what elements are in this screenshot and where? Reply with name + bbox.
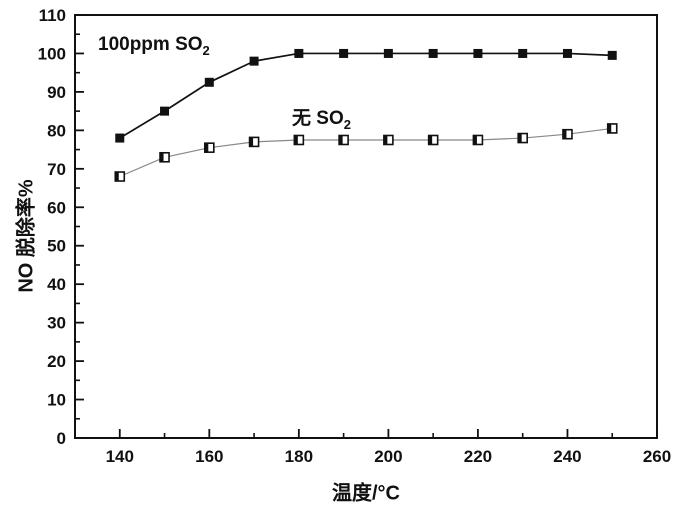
y-tick-label: 20 [47, 352, 66, 371]
series-marker-fill [204, 143, 209, 153]
series1-annotation: 100ppm SO2 [98, 34, 210, 58]
y-tick-label: 40 [47, 275, 66, 294]
plot-frame [74, 14, 658, 439]
x-tick-label: 260 [643, 447, 671, 466]
series-marker-fill [428, 135, 433, 145]
series-marker [294, 48, 304, 58]
series-marker [339, 48, 349, 58]
x-axis-title: 温度/°C [332, 482, 400, 505]
x-tick-label: 160 [195, 447, 223, 466]
y-tick-label: 70 [47, 160, 66, 179]
series-marker [428, 48, 438, 58]
series-marker-fill [473, 135, 477, 145]
series-marker [607, 50, 617, 60]
y-tick-label: 80 [47, 121, 66, 140]
y-tick-label: 60 [47, 198, 66, 217]
series-line-2 [119, 127, 613, 178]
x-tick-label: 140 [106, 447, 134, 466]
y-tick-label: 90 [47, 83, 66, 102]
series-marker [204, 77, 214, 87]
series2-annotation-subscript: 2 [343, 116, 351, 132]
y-tick-label: 100 [38, 44, 66, 63]
series-marker [383, 48, 393, 58]
series1-annotation-text: 100ppm SO [98, 34, 203, 55]
series-line-1 [119, 52, 613, 139]
series-marker [160, 106, 170, 116]
series-marker-fill [383, 135, 388, 145]
y-axis-title: NO 脱除率% [15, 179, 38, 293]
series-marker-fill [607, 123, 612, 133]
x-tick-label: 200 [374, 447, 402, 466]
y-tick-label: 0 [57, 429, 66, 448]
series-marker-fill [249, 137, 254, 147]
x-tick-label: 240 [553, 447, 581, 466]
series1-annotation-subscript: 2 [202, 42, 210, 58]
series-marker [562, 48, 572, 58]
y-tick-label: 30 [47, 314, 66, 333]
y-tick-label: 10 [47, 391, 66, 410]
series-marker-fill [518, 133, 522, 143]
x-tick-label: 180 [285, 447, 313, 466]
series-marker-fill [160, 152, 164, 162]
y-tick-label: 50 [47, 237, 66, 256]
series-marker-fill [115, 172, 119, 182]
series-marker [115, 133, 125, 143]
series-marker [518, 48, 528, 58]
series-marker-fill [339, 135, 343, 145]
x-tick-label: 220 [464, 447, 492, 466]
series2-annotation-text: 无 SO [292, 108, 344, 129]
series-marker-fill [294, 135, 298, 145]
y-tick-label: 110 [39, 6, 66, 25]
series2-annotation: 无 SO2 [292, 103, 351, 132]
series-marker [249, 56, 259, 66]
series-marker [473, 48, 483, 58]
series-marker-fill [562, 129, 567, 139]
